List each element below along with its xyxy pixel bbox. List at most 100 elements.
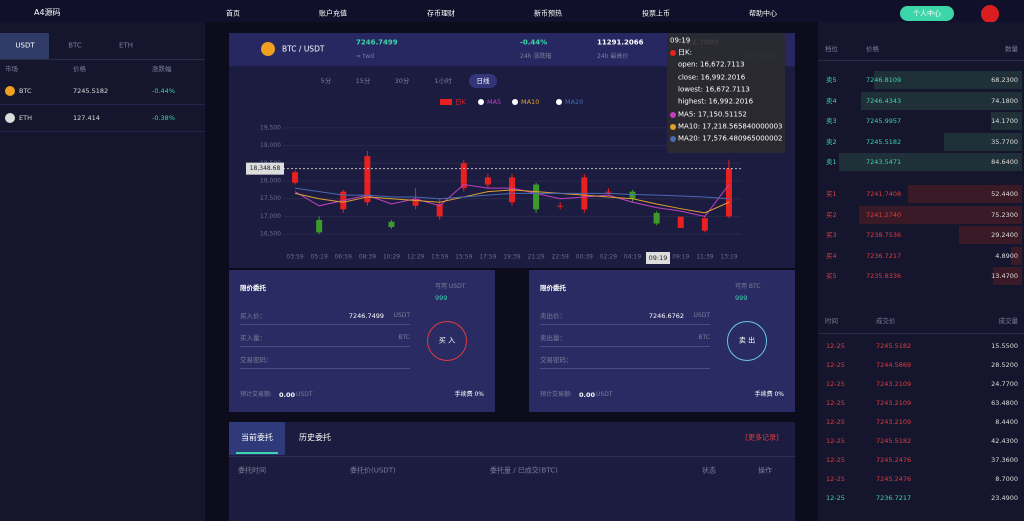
x-tick-label: 13:59 (431, 254, 448, 261)
row-divider (0, 131, 205, 132)
candle-body (292, 172, 299, 183)
trade-qty: 24.7700 (991, 379, 1018, 388)
period[interactable]: 15分 (355, 76, 371, 85)
nav-item[interactable]: 存币理财 (427, 9, 455, 18)
orders-tab[interactable]: 历史委托 (299, 433, 331, 442)
x-tick-label: 12:29 (407, 254, 424, 261)
ma-line (294, 187, 729, 200)
period[interactable]: 5分 (320, 76, 332, 85)
price: 7246.8109 (866, 75, 902, 84)
candle-body (653, 212, 660, 224)
price: 7238.7536 (866, 230, 902, 239)
ticker-sub: ≈ twd (356, 53, 375, 60)
orders-tab[interactable]: 当前委托 (241, 433, 273, 442)
period[interactable]: 1小时 (434, 76, 452, 85)
field-label: 交易密码： (540, 355, 573, 364)
user-button[interactable] (900, 6, 954, 21)
estimate-unit: USDT (596, 391, 613, 398)
submit-text[interactable]: 买 入 (438, 336, 456, 345)
column-header: 时间 (825, 316, 838, 325)
trade-time: 12-25 (826, 474, 845, 483)
available-value: 999 (735, 293, 748, 302)
x-tick-label: 03:59 (286, 254, 303, 261)
last-price-label: 18,348.68 (250, 165, 281, 172)
level: 卖5 (826, 75, 837, 84)
price: 7241.2740 (866, 210, 902, 219)
market-cell[interactable]: ETH (19, 113, 32, 122)
more-link[interactable]: [更多记录] (745, 433, 779, 442)
legend-entry: MA10 (521, 97, 540, 106)
market-tab[interactable]: BTC (68, 41, 82, 50)
tooltip-dot (670, 123, 676, 130)
x-tick-label: 13:19 (720, 254, 737, 261)
field-underline[interactable] (540, 324, 710, 325)
depth-bar (958, 226, 1022, 244)
x-tick-label: 09:19 (672, 254, 689, 261)
x-tick-label: 08:39 (359, 254, 376, 261)
available-label: 可用 USDT (435, 283, 466, 290)
submit-button[interactable] (727, 321, 767, 361)
field-underline[interactable] (240, 346, 410, 347)
nav-item[interactable]: 首页 (226, 9, 240, 18)
flag (981, 5, 999, 23)
trade-time: 12-25 (826, 398, 845, 407)
quantity: 13.4700 (991, 271, 1018, 280)
period[interactable]: 30分 (394, 76, 410, 85)
ma-line (294, 189, 730, 214)
legend-entry: MA5 (487, 97, 502, 106)
trade-time: 12-25 (826, 379, 845, 388)
tooltip-dot (670, 111, 676, 118)
candle-body (701, 218, 708, 231)
ticker-high: 11291.2066 (597, 38, 644, 47)
ticker-sub: 24h 最高价 (597, 53, 629, 60)
tooltip-line: open: 16,672.7113 (678, 60, 745, 69)
active-tab (229, 422, 285, 455)
trade-qty: 63.4800 (991, 398, 1018, 407)
field-value: 7246.6762 (648, 311, 684, 320)
submit-text[interactable]: 卖 出 (738, 336, 756, 345)
nav-item[interactable]: 帮助中心 (749, 9, 777, 18)
trade-price: 7245.2476 (876, 474, 912, 483)
candle-body (364, 156, 371, 203)
tooltip-line: highest: 16,992.2016 (678, 97, 754, 106)
divider (818, 60, 1024, 61)
column-header: 操作 (758, 466, 772, 475)
available-label: 可用 BTC (735, 283, 761, 290)
market-tab[interactable]: USDT (15, 41, 35, 50)
field-underline[interactable] (240, 324, 410, 325)
depth-bar (874, 71, 1022, 89)
nav-item[interactable]: 账户充值 (319, 9, 347, 18)
candle-body (533, 184, 540, 210)
depth-bar (861, 91, 1022, 110)
ticker-sub: 24h 涨跌幅 (520, 53, 552, 60)
x-tick-label: 02:29 (600, 254, 617, 261)
field-label: 买入价： (240, 311, 266, 320)
tooltip-line: 日K: (678, 48, 692, 57)
market-cell[interactable]: BTC (19, 86, 32, 95)
field-underline[interactable] (240, 368, 410, 369)
submit-button[interactable] (427, 321, 467, 361)
user-button-text[interactable]: 个人中心 (913, 9, 941, 18)
divider (0, 59, 205, 60)
trade-time: 12-25 (826, 493, 845, 502)
quantity: 75.2300 (991, 210, 1018, 219)
trade-price: 7245.2476 (876, 455, 912, 464)
field-underline[interactable] (540, 346, 710, 347)
market-tab[interactable]: ETH (119, 41, 133, 50)
market-cell: -0.38% (152, 113, 175, 122)
tooltip-dot (670, 136, 676, 143)
nav-item[interactable]: 新币预热 (534, 9, 562, 18)
nav-item[interactable]: 投票上币 (642, 9, 670, 18)
column-header: 涨跌幅 (152, 64, 172, 73)
price: 7236.7217 (866, 251, 902, 260)
field-value: 7246.7499 (348, 311, 384, 320)
y-tick-label: 17,500 (260, 195, 281, 202)
field-underline[interactable] (540, 368, 710, 369)
candle-body (605, 191, 612, 193)
level: 买3 (826, 230, 837, 239)
period[interactable]: 日线 (476, 76, 490, 85)
x-tick-label: 10:29 (383, 254, 400, 261)
quantity: 14.1700 (991, 116, 1018, 125)
estimate-unit: USDT (296, 391, 313, 398)
